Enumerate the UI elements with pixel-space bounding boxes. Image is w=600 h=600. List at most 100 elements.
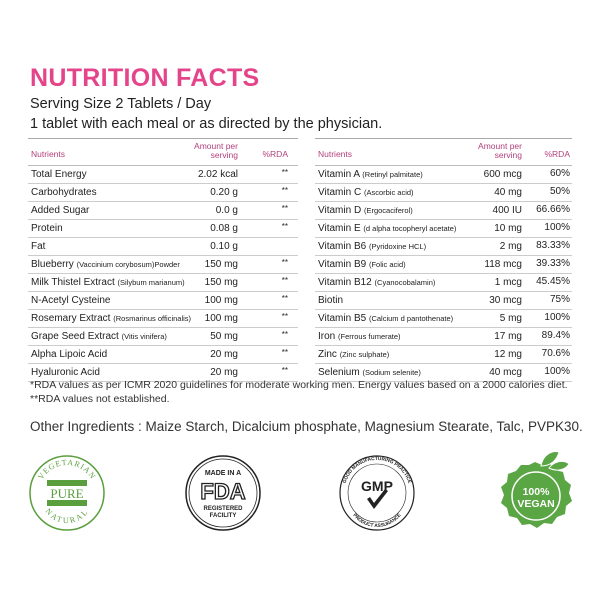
nutrient-source: (Ascorbic acid)	[363, 188, 414, 197]
nutrient-label: Vitamin A	[318, 169, 360, 180]
nutrient-label: Vitamin B9	[318, 259, 367, 270]
nutrient-name: Vitamin B12 (Cyanocobalamin)	[318, 277, 435, 288]
nutrient-label: Protein	[31, 223, 63, 234]
header-amount: Amount per serving	[478, 142, 522, 160]
header-amount-line2: serving	[494, 150, 522, 160]
table-row: Vitamin E (d alpha tocopheryl acetate) 1…	[315, 220, 572, 238]
nutrient-source: (Sodium selenite)	[362, 368, 421, 377]
svg-text:100%: 100%	[523, 486, 551, 498]
header-nutrients: Nutrients	[31, 149, 66, 159]
page-title: NUTRITION FACTS	[30, 64, 260, 92]
nutrient-label: Vitamin B5	[318, 313, 367, 324]
nutrients-table-left: Nutrients Amount per serving %RDA Total En…	[28, 138, 298, 382]
nutrient-label: Added Sugar	[31, 205, 90, 216]
nutrient-amount: 1 mcg	[494, 277, 522, 288]
nutrient-label: Selenium	[318, 367, 360, 378]
table-row: Selenium (Sodium selenite) 40 mcg 100%	[315, 364, 572, 382]
nutrient-label: Blueberry	[31, 259, 74, 270]
nutrient-name: Vitamin B9 (Folic acid)	[318, 259, 406, 270]
nutrient-rda: **	[281, 312, 288, 321]
nutrient-amount: 12 mg	[494, 349, 522, 360]
nutrient-rda: 66.66%	[536, 204, 570, 215]
table-row: Blueberry (Vaccinium corybosum)Powder 15…	[28, 256, 298, 274]
nutrient-source: (Cyanocobalamin)	[374, 278, 436, 287]
nutrient-name: Blueberry (Vaccinium corybosum)Powder	[31, 259, 180, 270]
table-row: Added Sugar 0.0 g **	[28, 202, 298, 220]
nutrient-source: (Silybum marianum)	[117, 278, 185, 287]
gmp-seal-icon: GOOD MANUFACTURING PRACTICE PRODUCT ASSU…	[339, 455, 415, 531]
nutrient-label: N-Acetyl Cysteine	[31, 295, 111, 306]
nutrient-name: Zinc (Zinc sulphate)	[318, 349, 389, 360]
header-rda: %RDA	[544, 149, 570, 159]
nutrient-name: Biotin	[318, 295, 343, 306]
nutrient-rda: 100%	[544, 312, 570, 323]
nutrient-name: Total Energy	[31, 169, 87, 180]
nutrient-amount: 5 mg	[499, 313, 522, 324]
svg-text:VEGETARIAN: VEGETARIAN	[36, 458, 98, 481]
svg-text:FACILITY: FACILITY	[210, 513, 237, 519]
header-amount: Amount per serving	[194, 142, 238, 160]
nutrient-name: Iron (Ferrous fumerate)	[318, 331, 401, 342]
nutrient-name: Vitamin B6 (Pyridoxine HCL)	[318, 241, 426, 252]
nutrient-amount: 118 mcg	[484, 259, 522, 270]
nutrient-label: Vitamin B6	[318, 241, 367, 252]
nutrient-label: Total Energy	[31, 169, 87, 180]
nutrient-rda: 75%	[549, 294, 570, 305]
serving-note: 1 tablet with each meal or as directed b…	[30, 116, 383, 132]
svg-text:PURE: PURE	[50, 486, 83, 501]
nutrient-label: Vitamin D	[318, 205, 362, 216]
nutrient-label: Grape Seed Extract	[31, 331, 119, 342]
nutrient-name: Alpha Lipoic Acid	[31, 349, 107, 360]
header-amount-line2: serving	[210, 150, 238, 160]
nutrient-source: (Folic acid)	[368, 260, 406, 269]
svg-text:PRODUCT ASSURANCE: PRODUCT ASSURANCE	[352, 512, 404, 529]
svg-text:VEGAN: VEGAN	[517, 498, 554, 510]
nutrient-amount: 50 mg	[210, 331, 238, 342]
nutrient-source: (Vaccinium corybosum)Powder	[76, 260, 180, 269]
nutrient-rda: 83.33%	[536, 240, 570, 251]
table-row: Rosemary Extract (Rosmarinus officinalis…	[28, 310, 298, 328]
nutrient-name: Vitamin E (d alpha tocopheryl acetate)	[318, 223, 456, 234]
svg-text:NATURAL: NATURAL	[43, 507, 90, 525]
nutrient-source: (Vitis vinifera)	[121, 332, 167, 341]
nutrient-label: Alpha Lipoic Acid	[31, 349, 108, 360]
nutrient-name: Rosemary Extract (Rosmarinus officinalis…	[31, 313, 191, 324]
table-header: Nutrients Amount per serving %RDA	[315, 138, 572, 166]
vegan-seal-icon: 100% VEGAN	[501, 451, 572, 528]
nutrient-label: Fat	[31, 241, 46, 252]
other-ingredients: Other Ingredients : Maize Starch, Dicalc…	[30, 419, 583, 434]
nutrient-rda: 60%	[549, 168, 570, 179]
nutrient-amount: 2 mg	[499, 241, 522, 252]
nutrient-rda: 50%	[549, 186, 570, 197]
nutrient-rda: **	[281, 186, 288, 195]
nutrient-amount: 17 mg	[494, 331, 522, 342]
footnote-rda: *RDA values as per ICMR 2020 guidelines …	[30, 379, 568, 391]
nutrient-rda: **	[281, 366, 288, 375]
nutrient-rda: **	[281, 168, 288, 177]
nutrient-amount: 150 mg	[204, 259, 238, 270]
nutrient-amount: 0.10 g	[210, 241, 238, 252]
nutrient-rda: **	[281, 222, 288, 231]
table-row: Vitamin C (Ascorbic acid) 40 mg 50%	[315, 184, 572, 202]
table-row: Vitamin B6 (Pyridoxine HCL) 2 mg 83.33%	[315, 238, 572, 256]
nutrient-source: (Calcium d pantothenate)	[368, 314, 454, 323]
nutrient-name: Vitamin A (Retinyl palmitate)	[318, 169, 423, 180]
nutrient-rda: **	[281, 294, 288, 303]
svg-text:FDA: FDA	[200, 479, 245, 504]
nutrient-name: Vitamin C (Ascorbic acid)	[318, 187, 414, 198]
nutrient-amount: 40 mcg	[489, 367, 522, 378]
nutrients-table-right: Nutrients Amount per serving %RDA Vitamin …	[315, 138, 572, 382]
header-rda: %RDA	[262, 149, 288, 159]
nutrient-rda: 70.6%	[541, 348, 570, 359]
nutrient-name: Vitamin B5 (Calcium d pantothenate)	[318, 313, 453, 324]
nutrient-source: (Pyridoxine HCL)	[368, 242, 427, 251]
nutrient-amount: 40 mg	[494, 187, 522, 198]
nutrient-rda: 39.33%	[536, 258, 570, 269]
nutrient-label: Vitamin C	[318, 187, 362, 198]
nutrient-name: Carbohydrates	[31, 187, 97, 198]
nutrient-amount: 400 IU	[492, 205, 522, 216]
nutrient-rda: 100%	[544, 222, 570, 233]
nutrient-amount: 20 mg	[210, 367, 238, 378]
header-amount-line1: Amount per	[478, 141, 522, 151]
nutrient-name: Added Sugar	[31, 205, 89, 216]
